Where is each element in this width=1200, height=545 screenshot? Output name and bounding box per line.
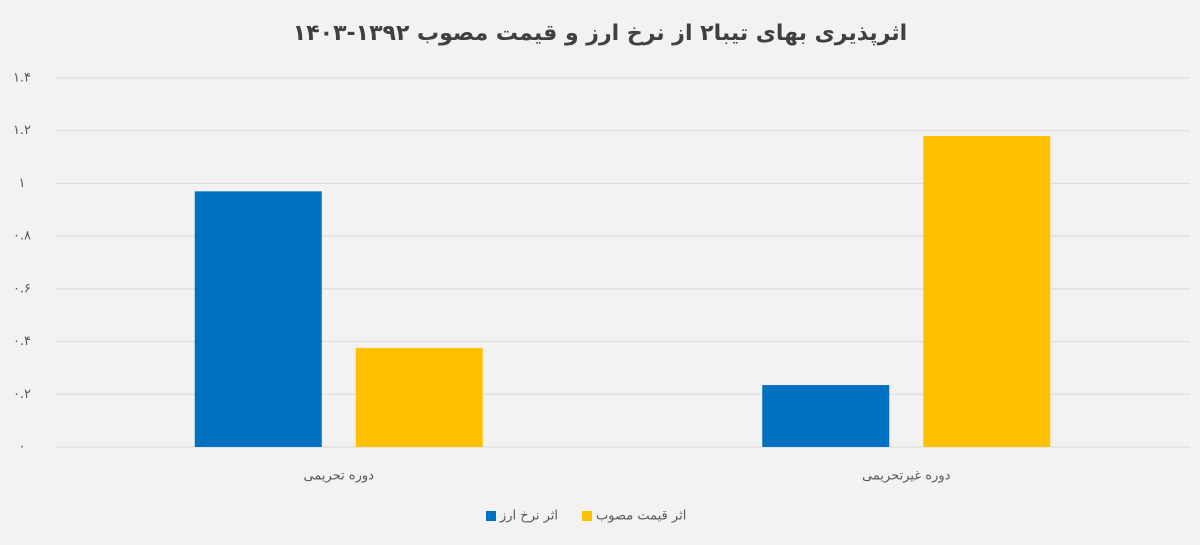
y-tick-label: ۱.۴ [13,71,31,86]
x-tick-label: دوره غیرتحریمی [862,469,951,484]
legend-swatch [582,511,593,521]
legend-label: اثر قیمت مصوب [596,509,686,524]
y-tick-label: ۰.۶ [13,281,31,296]
legend-swatch [486,511,496,521]
bar [923,135,1051,447]
y-tick-label: ۰.۸ [13,229,31,244]
bar [762,385,890,447]
y-tick-label: ۰.۲ [13,387,31,402]
chart-title: اثرپذیری بهای تیبا۲ از نرخ ارز و قیمت مص… [293,21,907,46]
y-tick-label: ۱.۲ [13,123,31,138]
x-tick-label: دوره تحریمی [304,469,375,484]
bar [355,347,483,447]
bar [194,191,322,447]
legend-label: اثر نرخ ارز [499,509,558,524]
y-tick-label: ۰ [19,440,26,455]
y-tick-label: ۰.۴ [13,334,31,349]
y-tick-label: ۱ [19,176,26,191]
